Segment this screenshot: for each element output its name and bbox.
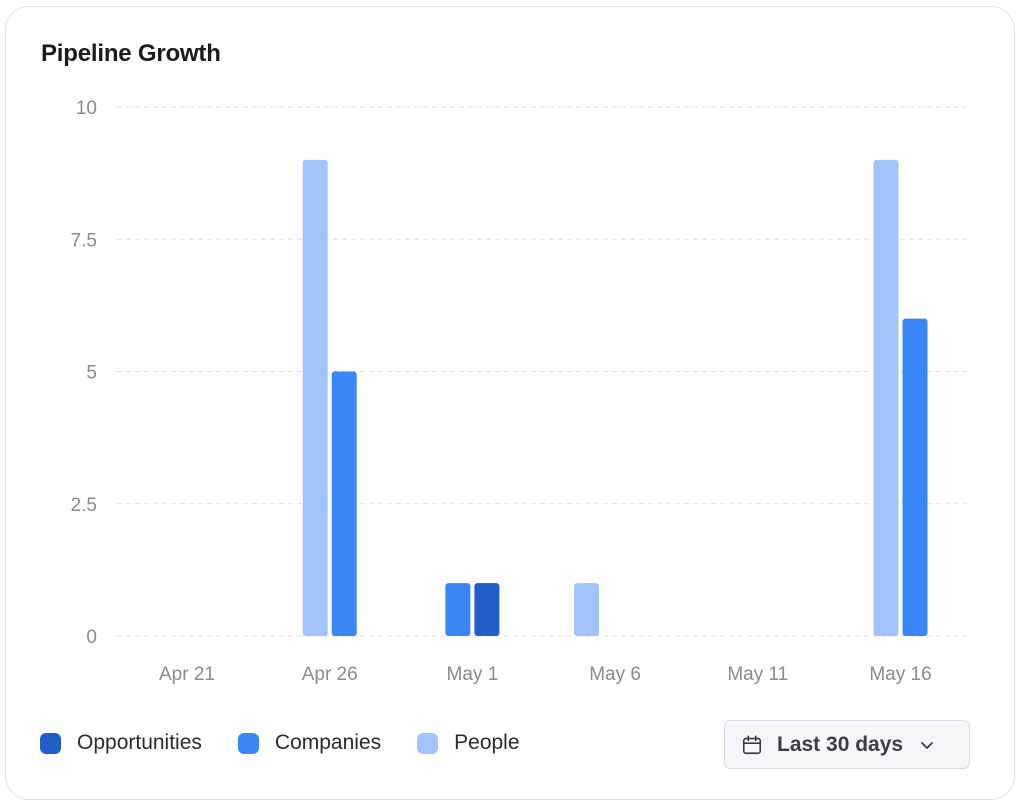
bar-people[interactable] [574,583,600,636]
legend-item-opportunities[interactable]: Opportunities [40,731,202,755]
bar-companies[interactable] [445,583,471,636]
calendar-icon [742,734,762,754]
legend: Opportunities Companies People [40,731,556,755]
legend-item-people[interactable]: People [417,731,520,755]
y-tick-label: 10 [76,98,97,119]
legend-swatch-companies [237,732,259,754]
bar-people[interactable] [873,159,899,636]
legend-label-companies: Companies [274,731,382,754]
date-range-button[interactable]: Last 30 days [724,720,970,769]
bar-companies[interactable] [902,318,928,636]
legend-label-opportunities: Opportunities [77,731,202,754]
bar-chart: 0 2.5 5 7.5 10 Apr 21 Apr 26 May 1 May 6 May 11 Ma… [71,98,967,685]
y-tick-label: 5 [86,363,97,384]
x-tick-label: May 16 [869,664,931,685]
pipeline-growth-card [5,6,1015,800]
legend-item-companies[interactable]: Companies [237,731,382,755]
y-tick-label: 7.5 [71,230,97,251]
x-tick-label: Apr 21 [159,664,215,685]
y-tick-label: 2.5 [71,495,97,516]
x-tick-label: May 6 [589,664,641,685]
bar-people[interactable] [302,159,328,636]
legend-label-people: People [454,731,520,754]
y-tick-label: 0 [86,627,97,648]
legend-swatch-opportunities [40,732,61,754]
date-range-label: Last 30 days [777,732,904,756]
chevron-down-icon [921,741,933,749]
x-tick-label: May 11 [727,664,788,685]
x-tick-label: Apr 26 [302,664,358,685]
bar-companies[interactable] [331,371,357,637]
legend-swatch-people [417,732,439,754]
bar-opportunities[interactable] [474,583,500,636]
x-tick-label: May 1 [447,664,499,685]
chart-title: Pipeline Growth [41,40,221,67]
